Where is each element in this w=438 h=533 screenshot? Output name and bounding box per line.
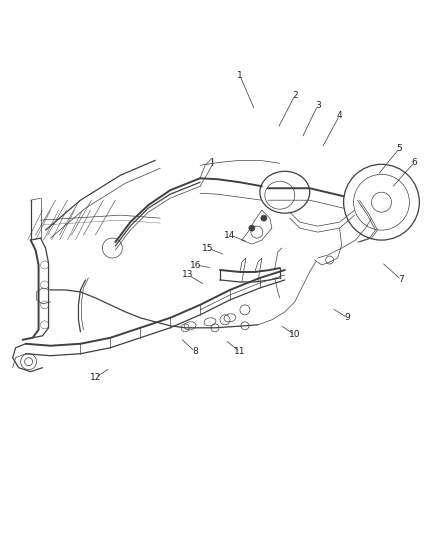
Text: 2: 2 — [292, 91, 297, 100]
Text: 1: 1 — [237, 71, 243, 80]
Text: 8: 8 — [192, 347, 198, 356]
Text: 9: 9 — [345, 313, 350, 322]
Text: 11: 11 — [234, 347, 246, 356]
Circle shape — [261, 215, 267, 221]
Text: 4: 4 — [337, 111, 343, 120]
Text: 7: 7 — [399, 276, 404, 285]
Text: 12: 12 — [90, 373, 101, 382]
Text: 6: 6 — [412, 158, 417, 167]
Text: 3: 3 — [315, 101, 321, 110]
Text: 15: 15 — [202, 244, 214, 253]
Text: 10: 10 — [289, 330, 300, 340]
Text: 13: 13 — [182, 270, 194, 279]
Text: 5: 5 — [396, 144, 402, 153]
Text: 16: 16 — [191, 261, 202, 270]
Text: 14: 14 — [224, 231, 236, 240]
Circle shape — [249, 225, 255, 231]
